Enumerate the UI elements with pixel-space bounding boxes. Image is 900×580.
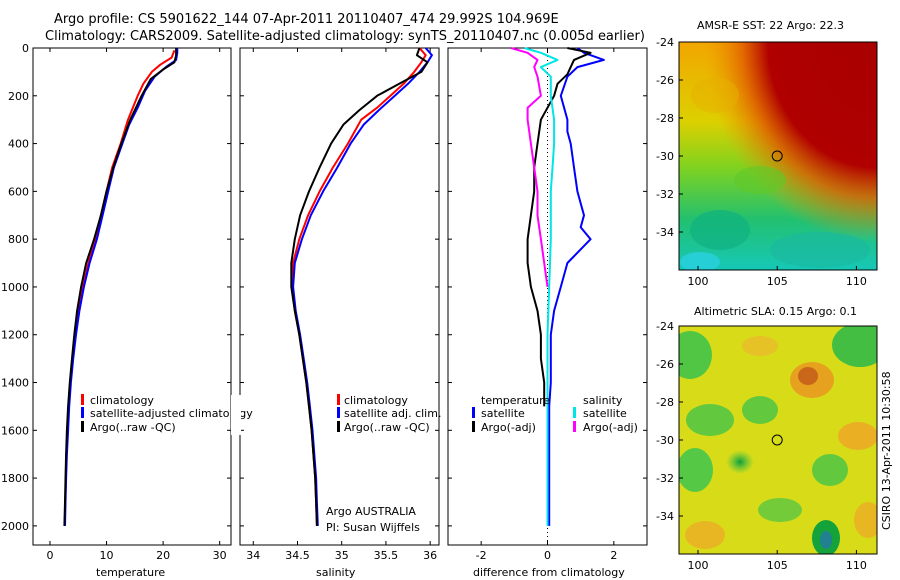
legend-label-climatology: climatology bbox=[90, 394, 154, 407]
legend-swatch-temp-argo bbox=[472, 421, 475, 432]
series-line-satellite bbox=[548, 47, 605, 526]
x-tick-label: 2 bbox=[610, 549, 617, 562]
map-y-tick-label: -30 bbox=[656, 150, 674, 163]
sla-map-image bbox=[679, 326, 877, 554]
legend-swatch-satellite-adjusted bbox=[81, 407, 84, 418]
x-tick-label: 20 bbox=[156, 549, 170, 562]
legend-swatch-sal-satellite bbox=[573, 407, 576, 418]
y-tick-label: 2000 bbox=[1, 520, 29, 533]
map-y-tick-label: -24 bbox=[656, 320, 674, 333]
map-y-tick-label: -32 bbox=[656, 188, 674, 201]
difference-legend: temperature satellite Argo(-adj) salinit… bbox=[472, 394, 638, 434]
figure-title-line1: Argo profile: CS 5901622_144 07-Apr-2011… bbox=[54, 12, 559, 27]
salinity-plot-frame bbox=[239, 47, 440, 546]
x-axis-label-temperature: temperature bbox=[96, 566, 165, 579]
map-y-tick-label: -24 bbox=[656, 36, 674, 49]
legend-swatch-argo bbox=[337, 421, 340, 432]
map-y-tick-label: -26 bbox=[656, 74, 674, 87]
depth-tick-labels: 0 200 400 600 800 1000 1200 1400 1600 1800 2000 bbox=[1, 42, 29, 533]
argo-program-annotation: Argo AUSTRALIA bbox=[326, 505, 416, 518]
x-axis-label-salinity: salinity bbox=[316, 566, 356, 579]
y-tick-label: 200 bbox=[8, 90, 29, 103]
legend-label-satellite-adj: satellite adj. clim. bbox=[344, 407, 441, 420]
temperature-legend: climatology satellite-adjusted climatolo… bbox=[81, 394, 253, 434]
legend-swatch-argo bbox=[81, 421, 84, 432]
sla-map-title: Altimetric SLA: 0.15 Argo: 0.1 bbox=[694, 305, 857, 318]
map-x-tick-label: 105 bbox=[767, 559, 788, 572]
legend-label-temp-argo: Argo(-adj) bbox=[481, 421, 536, 434]
legend-overflow-mask bbox=[231, 395, 241, 435]
legend-swatch-temp-satellite bbox=[472, 407, 475, 418]
map-x-tick-label: 100 bbox=[688, 559, 709, 572]
map-y-tick-label: -28 bbox=[656, 112, 674, 125]
difference-panel: -2 0 2 bbox=[448, 47, 647, 562]
series-line-argo-raw-qc- bbox=[290, 47, 429, 526]
x-tick-label: 10 bbox=[100, 549, 114, 562]
x-tick-label: 34.5 bbox=[285, 549, 310, 562]
legend-heading-salinity: salinity bbox=[583, 394, 623, 407]
principal-investigator-annotation: PI: Susan Wijffels bbox=[326, 521, 420, 534]
y-tick-label: 400 bbox=[8, 138, 29, 151]
map-x-tick-label: 100 bbox=[688, 275, 709, 288]
legend-swatch-satellite-adj bbox=[337, 407, 340, 418]
sla-map-ticks: 100 105 110 -24 -26 -28 -30 -32 -34 bbox=[656, 320, 867, 572]
map-y-tick-label: -28 bbox=[656, 396, 674, 409]
side-caption: CSIRO 13-Apr-2011 10:30:58 bbox=[880, 371, 893, 530]
map-y-tick-label: -30 bbox=[656, 434, 674, 447]
y-tick-label: 600 bbox=[8, 185, 29, 198]
legend-label-temp-satellite: satellite bbox=[481, 407, 525, 420]
map-y-tick-label: -32 bbox=[656, 472, 674, 485]
y-tick-label: 1000 bbox=[1, 281, 29, 294]
legend-label-argo: Argo(..raw -QC) bbox=[344, 421, 430, 434]
x-axis-label-difference: difference from climatology bbox=[473, 566, 625, 579]
series-line-climatology bbox=[291, 47, 427, 526]
x-tick-label: 34 bbox=[246, 549, 260, 562]
legend-heading-temperature: temperature bbox=[481, 394, 550, 407]
legend-swatch-climatology bbox=[337, 394, 340, 405]
salinity-legend: climatology satellite adj. clim. Argo(..… bbox=[337, 394, 441, 434]
x-tick-label: 0 bbox=[46, 549, 53, 562]
figure-title-line2: Climatology: CARS2009. Satellite-adjuste… bbox=[45, 29, 645, 44]
series-line-satellite bbox=[524, 47, 559, 526]
x-tick-label: 30 bbox=[213, 549, 227, 562]
legend-label-sal-argo: Argo(-adj) bbox=[583, 421, 638, 434]
x-tick-label: -2 bbox=[476, 549, 487, 562]
x-tick-label: 35 bbox=[335, 549, 349, 562]
y-tick-label: 1200 bbox=[1, 329, 29, 342]
argo-location-marker-sla bbox=[771, 434, 783, 446]
map-x-tick-label: 110 bbox=[846, 559, 867, 572]
y-tick-label: 1800 bbox=[1, 472, 29, 485]
map-x-tick-label: 110 bbox=[846, 275, 867, 288]
map-y-tick-label: -26 bbox=[656, 358, 674, 371]
y-tick-label: 0 bbox=[22, 42, 29, 55]
x-tick-label: 35.5 bbox=[374, 549, 399, 562]
x-tick-label: 0 bbox=[544, 549, 551, 562]
salinity-panel: 34 34.5 35 35.5 36 bbox=[240, 47, 439, 562]
legend-label-climatology: climatology bbox=[344, 394, 408, 407]
temperature-panel: 0 10 20 30 bbox=[33, 47, 231, 562]
temperature-plot-frame bbox=[32, 47, 232, 546]
sst-map-image bbox=[679, 42, 877, 270]
map-y-tick-label: -34 bbox=[656, 510, 674, 523]
x-tick-label: 36 bbox=[423, 549, 437, 562]
legend-label-satellite-adjusted: satellite-adjusted climatology bbox=[90, 407, 253, 420]
map-x-tick-label: 105 bbox=[767, 275, 788, 288]
legend-label-sal-satellite: satellite bbox=[583, 407, 627, 420]
y-tick-label: 800 bbox=[8, 233, 29, 246]
y-tick-label: 1600 bbox=[1, 424, 29, 437]
legend-swatch-climatology bbox=[81, 394, 84, 405]
sst-map-title: AMSR-E SST: 22 Argo: 22.3 bbox=[697, 19, 844, 32]
series-line-argo-adj- bbox=[510, 47, 549, 288]
map-y-tick-label: -34 bbox=[656, 226, 674, 239]
sst-map-ticks: 100 105 110 -24 -26 -28 -30 -32 -34 bbox=[656, 36, 867, 288]
series-line-argo-raw-qc- bbox=[63, 48, 178, 526]
y-tick-label: 1400 bbox=[1, 377, 29, 390]
series-line-argo-adj- bbox=[526, 47, 592, 407]
legend-label-argo: Argo(..raw -QC) bbox=[90, 421, 176, 434]
argo-location-marker-sst bbox=[771, 150, 783, 162]
legend-swatch-sal-argo bbox=[573, 421, 576, 432]
